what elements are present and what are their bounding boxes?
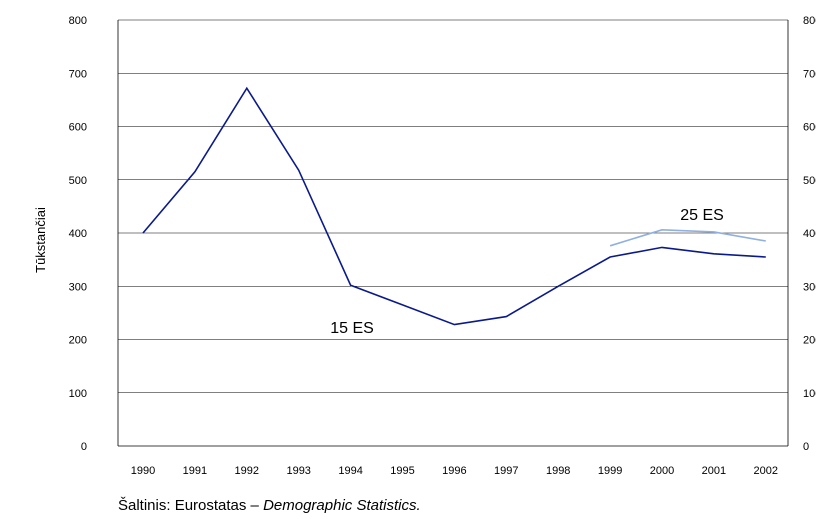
series-line-25-es: [609, 228, 766, 247]
axes: [117, 20, 789, 447]
y-tick-label: 0: [803, 441, 809, 453]
series-label: 15 ES: [330, 320, 374, 337]
x-tick-label: 1998: [546, 465, 570, 477]
series-line-15-es: [142, 86, 766, 326]
source-title: Demographic Statistics.: [263, 497, 421, 514]
x-tick-label: 2002: [754, 465, 778, 477]
series-labels: 15 ES 25 ES: [330, 207, 724, 337]
y-tick-label: 300: [803, 281, 816, 293]
y-tick-label: 400: [69, 228, 87, 240]
y-axis-label: Tūkstančiai: [33, 207, 48, 273]
gridlines: [118, 19, 788, 394]
x-tick-label: 1994: [338, 465, 362, 477]
x-tick-label: 2001: [702, 465, 726, 477]
series-lines: [142, 86, 766, 326]
line-chart: 0 100 200 300 400 500 600 700 800 0 100 200 300 400 5…: [33, 15, 816, 477]
x-tick-label: 2000: [650, 465, 674, 477]
x-tick-label: 1992: [235, 465, 259, 477]
x-tick-label: 1997: [494, 465, 518, 477]
x-tick-label: 1991: [183, 465, 207, 477]
x-tick-label: 1996: [442, 465, 466, 477]
y-tick-label: 700: [69, 68, 87, 80]
source-note: Šaltinis: Eurostatas – Demographic Stati…: [118, 497, 421, 514]
y-tick-label: 800: [69, 15, 87, 27]
x-tick-label: 1995: [390, 465, 414, 477]
y-tick-label: 500: [69, 175, 87, 187]
y-tick-label: 600: [69, 122, 87, 134]
y-tick-label: 400: [803, 228, 816, 240]
y-tick-label: 100: [69, 388, 87, 400]
y-tick-labels-right: 0 100 200 300 400 500 600 700 800: [803, 15, 816, 453]
x-tick-label: 1999: [598, 465, 622, 477]
y-tick-label: 300: [69, 281, 87, 293]
series-label: 25 ES: [680, 207, 724, 224]
y-tick-label: 0: [81, 441, 87, 453]
x-tick-label: 1993: [286, 465, 310, 477]
x-tick-labels: 1990 1991 1992 1993 1994 1995 1996 1997 1998 1999…: [131, 465, 778, 477]
y-tick-label: 200: [803, 335, 816, 347]
source-prefix: Šaltinis: Eurostatas –: [118, 497, 264, 514]
y-tick-label: 700: [803, 68, 816, 80]
y-tick-label: 500: [803, 175, 816, 187]
y-tick-label: 100: [803, 388, 816, 400]
y-tick-label: 200: [69, 335, 87, 347]
y-tick-labels-left: 0 100 200 300 400 500 600 700 800: [69, 15, 87, 453]
x-tick-label: 1990: [131, 465, 155, 477]
y-tick-label: 600: [803, 122, 816, 134]
y-tick-label: 800: [803, 15, 816, 27]
